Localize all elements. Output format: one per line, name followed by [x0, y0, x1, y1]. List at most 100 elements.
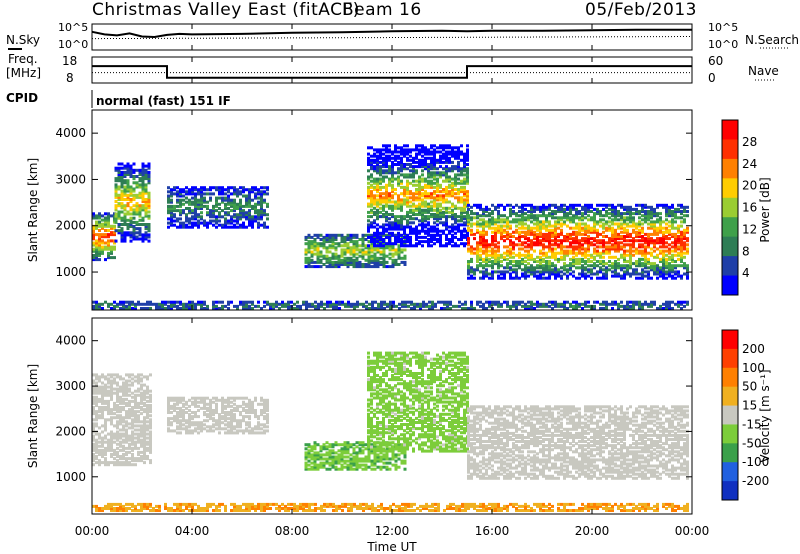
power-cell	[488, 243, 491, 246]
power-cell	[454, 213, 457, 216]
power-cell	[524, 204, 527, 207]
power-cell	[632, 254, 635, 257]
power-cell	[439, 171, 442, 174]
power-cell	[518, 227, 521, 230]
power-cell	[488, 254, 491, 257]
power-cell	[542, 264, 545, 267]
velocity-cell	[98, 433, 101, 436]
power-cell	[509, 225, 512, 228]
power-cell	[509, 266, 512, 269]
power-cell	[448, 167, 451, 170]
power-cell	[488, 208, 491, 211]
power-cell	[503, 235, 506, 238]
power-cell	[620, 254, 623, 257]
power-cell	[406, 244, 409, 247]
power-cell	[548, 204, 551, 207]
freq-series-group	[92, 66, 692, 78]
velocity-cell	[122, 461, 125, 464]
power-cell	[442, 180, 445, 183]
power-cell	[623, 264, 626, 267]
power-cell	[668, 256, 671, 259]
power-cell	[494, 243, 497, 246]
power-cell	[406, 148, 409, 151]
power-cell	[433, 242, 436, 245]
power-cell	[101, 303, 104, 306]
power-cell	[497, 275, 500, 278]
power-cell	[239, 190, 242, 193]
power-cell	[608, 237, 611, 240]
power-cell	[521, 248, 524, 251]
power-cell	[439, 221, 442, 224]
power-cell	[635, 301, 638, 304]
power-cell	[560, 223, 563, 226]
power-cell	[476, 229, 479, 232]
power-cell	[397, 167, 400, 170]
power-cell	[427, 180, 430, 183]
power-cell	[188, 207, 191, 210]
power-cell	[173, 301, 176, 304]
power-cell	[397, 232, 400, 235]
power-cell	[515, 212, 518, 215]
power-cell	[572, 270, 575, 273]
power-cell	[209, 209, 212, 212]
power-cell	[515, 268, 518, 271]
power-cell	[647, 206, 650, 209]
power-cell	[400, 192, 403, 195]
power-cell	[422, 301, 425, 304]
power-cell	[503, 266, 506, 269]
power-cell	[677, 216, 680, 219]
power-cell	[421, 144, 424, 147]
power-cell	[575, 266, 578, 269]
power-cell	[221, 197, 224, 200]
power-cell	[110, 256, 113, 259]
power-cell	[206, 192, 209, 195]
power-cell	[239, 301, 242, 304]
power-cell	[350, 234, 353, 237]
power-cell	[638, 243, 641, 246]
power-cell	[668, 225, 671, 228]
power-cell	[347, 234, 350, 237]
power-cell	[373, 194, 376, 197]
power-cell	[638, 277, 641, 280]
power-cell	[638, 229, 641, 232]
power-cell	[221, 215, 224, 218]
power-cell	[449, 301, 452, 304]
power-cell	[442, 207, 445, 210]
power-cell	[463, 234, 466, 237]
velocity-cell	[113, 388, 116, 391]
power-cell	[506, 270, 509, 273]
power-cell	[503, 252, 506, 255]
power-cell	[257, 301, 260, 304]
power-cell	[533, 227, 536, 230]
power-cell	[139, 223, 142, 226]
power-cell	[373, 153, 376, 156]
power-cell	[448, 201, 451, 204]
power-cell	[397, 176, 400, 179]
power-cell	[485, 206, 488, 209]
power-cell	[353, 303, 356, 306]
power-cell	[454, 226, 457, 229]
power-cell	[344, 236, 347, 239]
power-cell	[491, 216, 494, 219]
power-cell	[370, 159, 373, 162]
velocity-cell	[116, 459, 119, 462]
power-cell	[551, 301, 554, 304]
power-cell	[380, 261, 383, 264]
power-cell	[491, 204, 494, 207]
power-cell	[146, 301, 149, 304]
velocity-cell	[131, 463, 134, 466]
power-cell	[185, 201, 188, 204]
power-cell	[506, 262, 509, 265]
power-cell	[104, 233, 107, 236]
power-cell	[518, 252, 521, 255]
power-cell	[397, 215, 400, 218]
velocity-cell	[119, 414, 122, 417]
power-cell	[671, 250, 674, 253]
power-cell	[593, 273, 596, 276]
power-cell	[611, 301, 614, 304]
power-cell	[608, 264, 611, 267]
power-cell	[314, 265, 317, 268]
power-cell	[98, 258, 101, 261]
velocity-cell	[125, 380, 128, 383]
power-cell	[548, 305, 551, 308]
